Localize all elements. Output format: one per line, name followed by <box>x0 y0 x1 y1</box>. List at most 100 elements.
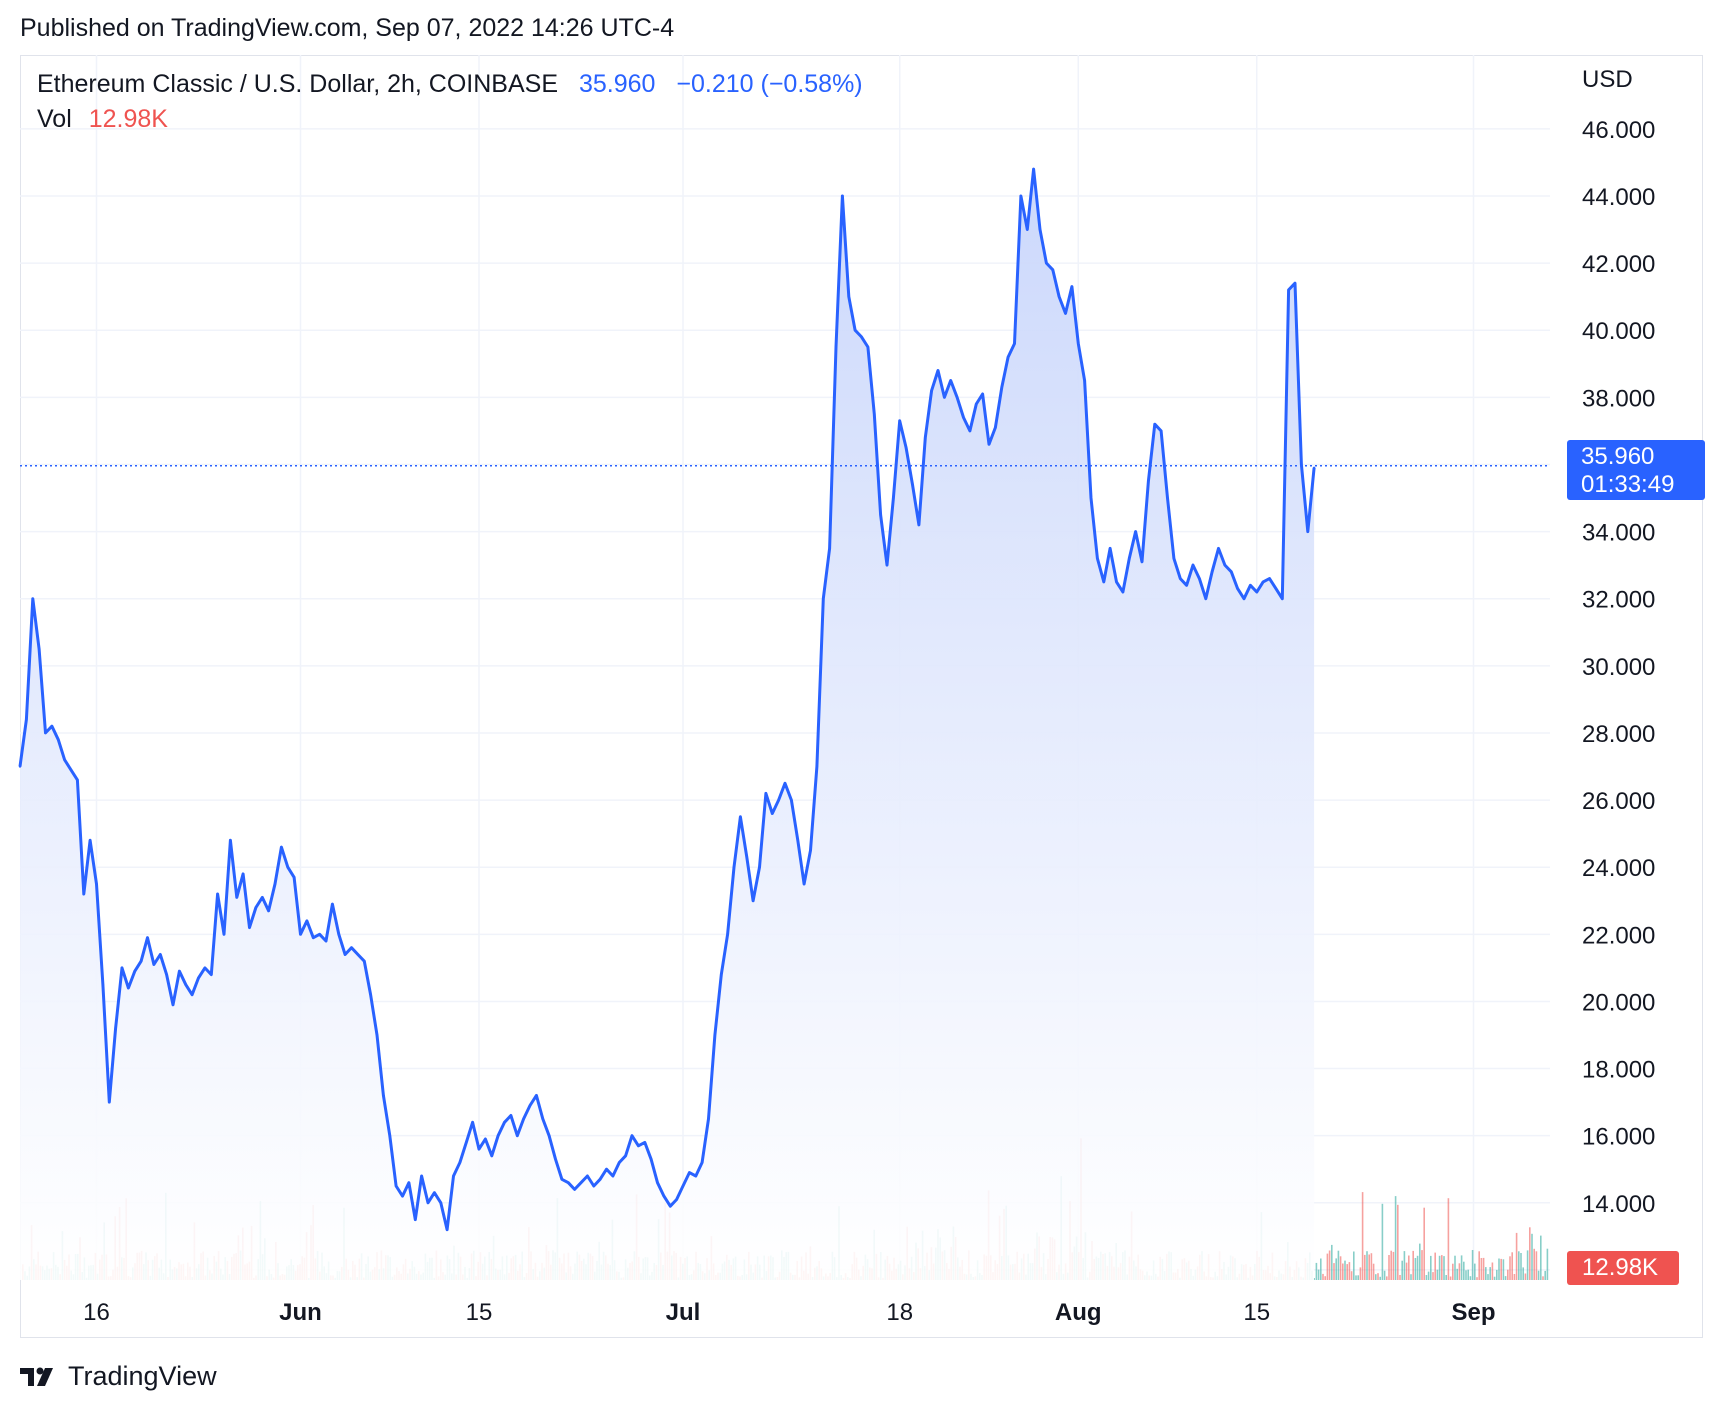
price-point <box>732 865 736 869</box>
price-point <box>44 731 47 735</box>
price-point <box>241 872 245 876</box>
price-point <box>962 416 965 419</box>
price-point <box>790 798 793 802</box>
price-point <box>981 392 984 396</box>
price-point <box>586 1174 589 1178</box>
chart-frame[interactable] <box>20 55 1703 1338</box>
volume-bar <box>1322 1273 1324 1280</box>
price-point <box>547 1134 551 1137</box>
price-point <box>1153 422 1156 426</box>
volume-bar <box>1350 1271 1353 1280</box>
y-tick-label: 22.000 <box>1582 922 1655 949</box>
volume-bar <box>1537 1270 1540 1280</box>
currency-label[interactable]: USD <box>1582 66 1633 93</box>
y-tick-label: 24.000 <box>1582 855 1655 882</box>
price-point <box>726 933 729 936</box>
price-point <box>1045 261 1048 265</box>
price-point <box>828 547 831 550</box>
y-tick-label: 40.000 <box>1582 318 1655 345</box>
volume-bar <box>1408 1255 1410 1280</box>
volume-bar <box>1313 1278 1315 1280</box>
volume-bar <box>1368 1254 1370 1280</box>
price-point <box>885 563 889 567</box>
price-point <box>516 1134 519 1137</box>
price-point <box>662 1194 666 1198</box>
volume-bar <box>1507 1269 1509 1280</box>
price-point <box>675 1198 678 1201</box>
volume-bar <box>1324 1276 1326 1280</box>
price-point <box>1147 480 1150 483</box>
price-point <box>1051 268 1054 271</box>
price-point <box>1198 577 1201 580</box>
x-tick-label: 18 <box>886 1299 913 1326</box>
price-point <box>541 1117 544 1121</box>
y-tick-label: 30.000 <box>1582 654 1655 681</box>
volume-bar <box>1454 1255 1456 1280</box>
price-point <box>1134 530 1137 533</box>
price-point <box>758 865 761 869</box>
price-point <box>254 906 258 909</box>
volume-label[interactable]: Vol <box>37 105 72 133</box>
price-point <box>210 973 213 976</box>
price-point <box>649 1157 653 1161</box>
volume-bar <box>1447 1198 1450 1280</box>
price-point <box>598 1178 602 1181</box>
price-point <box>363 959 366 963</box>
volume-bar <box>1452 1263 1454 1280</box>
volume-bar <box>1463 1261 1465 1280</box>
price-point <box>847 295 850 298</box>
price-point <box>382 1094 385 1097</box>
last-price-tag: 35.960 01:33:49 <box>1567 440 1705 500</box>
volume-bar <box>1520 1253 1522 1280</box>
symbol-name[interactable]: Ethereum Classic / U.S. Dollar, 2h, COIN… <box>37 70 559 98</box>
volume-bar <box>1425 1275 1428 1280</box>
price-point <box>879 513 882 516</box>
price-point <box>936 369 940 372</box>
price-point <box>815 765 819 768</box>
volume-bar <box>1423 1207 1425 1280</box>
price-point <box>458 1161 462 1164</box>
volume-bar <box>1443 1256 1445 1280</box>
price-point <box>1038 228 1042 231</box>
x-tick-label: Aug <box>1055 1299 1102 1326</box>
tradingview-brand[interactable]: TradingView <box>20 1361 217 1392</box>
price-point <box>1026 228 1029 231</box>
volume-bar <box>1509 1256 1511 1280</box>
time-axis: 16 Jun 15 Jul 18 Aug 15 Sep <box>83 1299 1495 1326</box>
brand-name: TradingView <box>68 1361 217 1391</box>
volume-bar <box>1460 1255 1463 1280</box>
published-line: Published on TradingView.com, Sep 07, 20… <box>20 14 675 42</box>
volume-bar <box>1502 1259 1505 1280</box>
volume-bar <box>1412 1250 1414 1280</box>
price-point <box>1172 557 1176 560</box>
price-point <box>873 412 876 416</box>
volume-bar <box>1379 1276 1381 1280</box>
price-point <box>1217 547 1220 550</box>
price-point <box>445 1228 449 1231</box>
y-tick-label: 14.000 <box>1582 1191 1655 1218</box>
volume-bar <box>1328 1250 1331 1280</box>
volume-bar <box>1515 1232 1518 1280</box>
price-point <box>139 959 143 963</box>
price-point <box>216 892 219 896</box>
price-point <box>898 419 901 423</box>
price-point <box>955 396 959 399</box>
price-point <box>567 1181 570 1184</box>
price-point <box>1242 597 1246 600</box>
price-point <box>1128 557 1131 560</box>
volume-bar <box>1317 1269 1320 1280</box>
volume-bar <box>1500 1258 1502 1280</box>
price-point <box>624 1154 627 1158</box>
price-point <box>273 882 277 886</box>
price-point <box>63 758 66 761</box>
volume-bar <box>1320 1258 1322 1280</box>
y-tick-label: 44.000 <box>1582 184 1655 211</box>
volume-bar <box>1315 1262 1318 1280</box>
price-point <box>802 882 806 886</box>
volume-bar <box>1377 1273 1379 1280</box>
price-point <box>1223 563 1227 567</box>
price-point <box>579 1181 583 1184</box>
y-tick-label: 16.000 <box>1582 1124 1655 1151</box>
price-point <box>1236 587 1239 590</box>
